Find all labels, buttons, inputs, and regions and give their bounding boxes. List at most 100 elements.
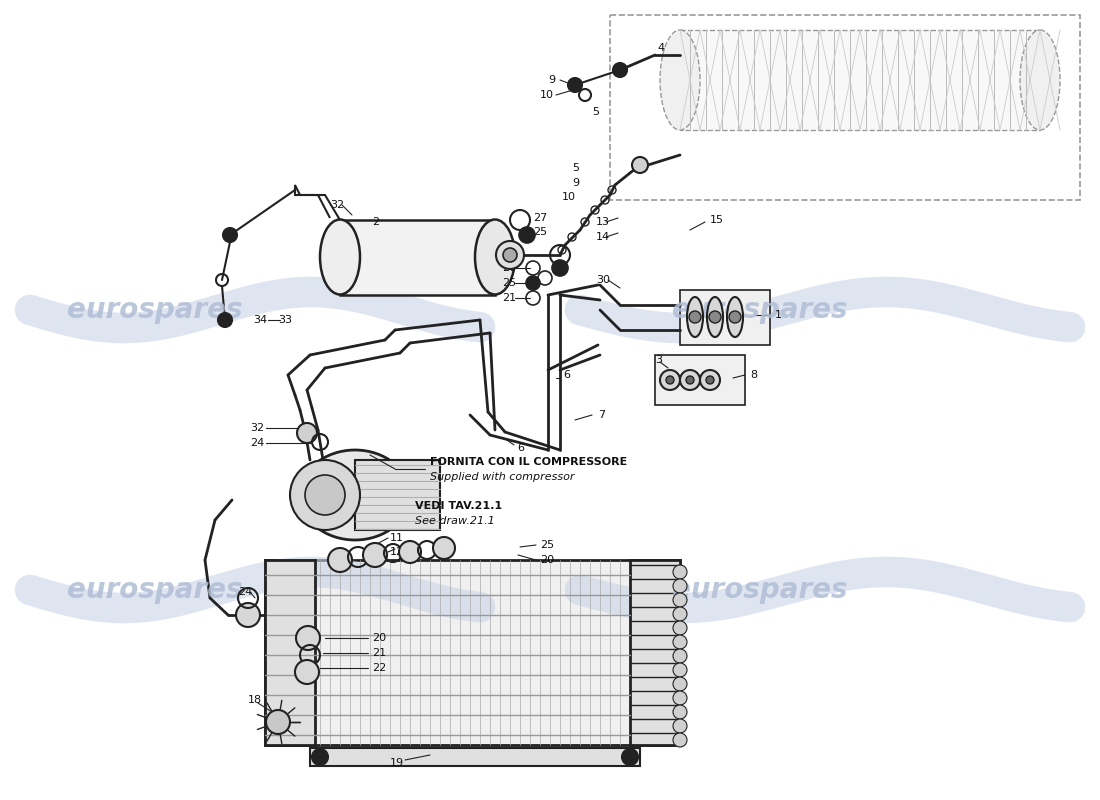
Circle shape: [496, 241, 524, 269]
Text: Supplied with compressor: Supplied with compressor: [430, 472, 574, 482]
Circle shape: [666, 376, 674, 384]
Circle shape: [552, 260, 568, 276]
Ellipse shape: [727, 297, 742, 337]
Text: eurospares: eurospares: [67, 296, 243, 324]
Circle shape: [568, 78, 582, 92]
Text: 22: 22: [372, 663, 386, 673]
Text: eurospares: eurospares: [67, 576, 243, 604]
Text: 1: 1: [776, 310, 782, 320]
Circle shape: [710, 311, 720, 323]
Circle shape: [706, 376, 714, 384]
Text: 15: 15: [710, 215, 724, 225]
Text: 32: 32: [250, 423, 264, 433]
Text: 20: 20: [540, 555, 554, 565]
Circle shape: [312, 749, 328, 765]
Circle shape: [673, 607, 688, 621]
Circle shape: [363, 543, 387, 567]
Circle shape: [218, 313, 232, 327]
Circle shape: [700, 370, 720, 390]
Circle shape: [613, 63, 627, 77]
Ellipse shape: [688, 297, 703, 337]
Bar: [340, 220, 495, 295]
Ellipse shape: [475, 219, 515, 294]
Text: 6: 6: [563, 370, 570, 380]
Text: 9: 9: [572, 178, 579, 188]
Text: 10: 10: [562, 192, 576, 202]
Circle shape: [673, 565, 688, 579]
Circle shape: [680, 370, 700, 390]
Ellipse shape: [305, 475, 345, 515]
Circle shape: [673, 691, 688, 705]
Text: 18: 18: [248, 695, 262, 705]
Text: 27: 27: [534, 213, 548, 223]
Bar: [355, 460, 440, 530]
Text: 8: 8: [750, 370, 757, 380]
Text: eurospares: eurospares: [672, 296, 848, 324]
Circle shape: [673, 593, 688, 607]
Circle shape: [673, 733, 688, 747]
Circle shape: [236, 603, 260, 627]
Text: 24: 24: [250, 438, 264, 448]
Circle shape: [296, 626, 320, 650]
Circle shape: [433, 537, 455, 559]
Circle shape: [519, 227, 535, 243]
Circle shape: [729, 311, 741, 323]
Text: 4: 4: [657, 43, 664, 53]
Bar: [265, 560, 315, 745]
Text: eurospares: eurospares: [672, 576, 848, 604]
Text: 11: 11: [390, 533, 404, 543]
Ellipse shape: [1020, 30, 1060, 130]
Circle shape: [660, 370, 680, 390]
Bar: [265, 560, 680, 745]
Text: 13: 13: [596, 217, 611, 227]
Circle shape: [223, 228, 236, 242]
Text: 5: 5: [592, 107, 600, 117]
Text: 25: 25: [502, 278, 516, 288]
Text: VEDI TAV.21.1: VEDI TAV.21.1: [415, 501, 502, 511]
Text: 20: 20: [372, 633, 386, 643]
Circle shape: [673, 705, 688, 719]
Text: 14: 14: [596, 232, 611, 242]
Bar: [680, 30, 1040, 130]
Ellipse shape: [707, 297, 723, 337]
Text: 9: 9: [548, 75, 556, 85]
Circle shape: [295, 660, 319, 684]
Text: FORNITA CON IL COMPRESSORE: FORNITA CON IL COMPRESSORE: [430, 457, 627, 467]
Text: 30: 30: [596, 275, 611, 285]
Text: 21: 21: [372, 648, 386, 658]
Text: 3: 3: [654, 355, 662, 365]
Circle shape: [266, 710, 290, 734]
Text: 24: 24: [238, 587, 252, 597]
Text: 10: 10: [540, 90, 554, 100]
Bar: [680, 290, 770, 345]
Circle shape: [621, 749, 638, 765]
Circle shape: [399, 541, 421, 563]
Circle shape: [673, 621, 688, 635]
Text: 12: 12: [390, 547, 404, 557]
Ellipse shape: [660, 30, 700, 130]
Circle shape: [673, 719, 688, 733]
Ellipse shape: [300, 450, 410, 540]
Circle shape: [503, 248, 517, 262]
Bar: [310, 748, 640, 766]
Text: 5: 5: [572, 163, 579, 173]
Text: 34: 34: [253, 315, 267, 325]
Circle shape: [689, 311, 701, 323]
Bar: [654, 355, 745, 405]
Text: 2: 2: [372, 217, 379, 227]
Circle shape: [673, 579, 688, 593]
Bar: [630, 560, 680, 745]
Circle shape: [686, 376, 694, 384]
Text: 21: 21: [502, 293, 516, 303]
Circle shape: [673, 663, 688, 677]
Circle shape: [526, 276, 540, 290]
Text: 26: 26: [502, 263, 516, 273]
Circle shape: [673, 635, 688, 649]
Text: 32: 32: [330, 200, 344, 210]
Ellipse shape: [290, 460, 360, 530]
Ellipse shape: [320, 219, 360, 294]
Circle shape: [328, 548, 352, 572]
Text: See draw.21.1: See draw.21.1: [415, 516, 495, 526]
Circle shape: [673, 677, 688, 691]
Text: 25: 25: [534, 227, 547, 237]
